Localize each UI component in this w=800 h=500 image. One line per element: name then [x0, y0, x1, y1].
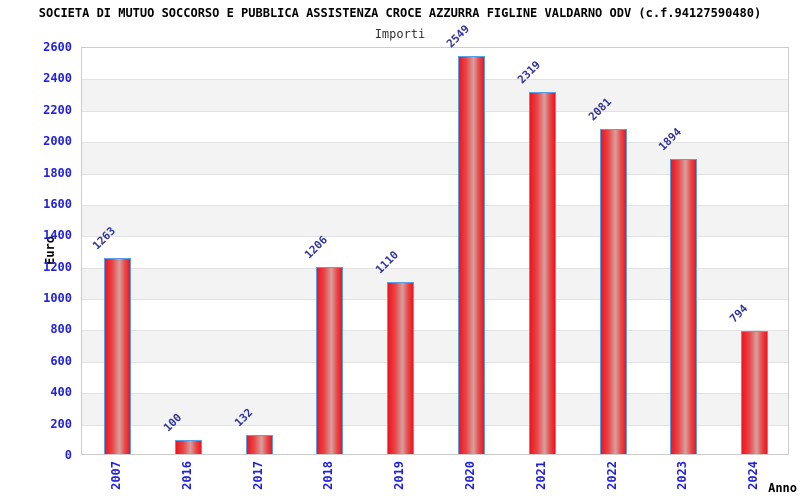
bar-2020: [457, 56, 485, 454]
chart-title: SOCIETA DI MUTUO SOCCORSO E PUBBLICA ASS…: [38, 6, 762, 20]
grid-line: [82, 142, 788, 144]
bar-2019: [387, 281, 415, 454]
grid-line: [82, 110, 788, 112]
x-axis-title: Anno: [768, 481, 797, 495]
grid-line: [82, 204, 788, 206]
bar-2016: [174, 440, 202, 454]
y-tick-1400: 1400: [43, 228, 72, 243]
y-tick-2000: 2000: [43, 134, 72, 149]
y-tick-1200: 1200: [43, 259, 72, 274]
y-tick-1800: 1800: [43, 165, 72, 180]
bar-2007: [103, 257, 131, 454]
grid-line: [82, 393, 788, 395]
x-tick-2018: 2018: [321, 461, 336, 490]
y-tick-800: 800: [50, 322, 72, 337]
x-tick-2024: 2024: [746, 461, 761, 490]
y-tick-2400: 2400: [43, 71, 72, 86]
x-tick-2021: 2021: [533, 461, 548, 490]
grid-line: [82, 424, 788, 426]
y-tick-0: 0: [64, 448, 72, 462]
y-tick-600: 600: [50, 353, 72, 368]
chart-subtitle: Importi: [374, 27, 426, 41]
y-tick-400: 400: [50, 385, 72, 400]
bar-2022: [599, 129, 627, 454]
bar-2018: [316, 266, 344, 454]
bar-2024: [741, 331, 769, 454]
grid-line: [82, 267, 788, 269]
x-tick-2019: 2019: [392, 461, 407, 490]
y-tick-2600: 2600: [43, 40, 72, 54]
grid-line: [82, 330, 788, 332]
grid-band: [82, 48, 788, 79]
bar-2021: [528, 92, 556, 454]
x-tick-2022: 2022: [604, 461, 619, 490]
plot-area: [81, 47, 789, 455]
x-tick-2016: 2016: [179, 461, 194, 490]
grid-band: [82, 79, 788, 111]
y-tick-1600: 1600: [43, 196, 72, 211]
x-tick-2023: 2023: [675, 461, 690, 490]
grid-line: [82, 236, 788, 238]
grid-line: [82, 361, 788, 363]
x-tick-2007: 2007: [108, 461, 123, 490]
x-tick-2020: 2020: [462, 461, 477, 490]
x-tick-2017: 2017: [250, 461, 265, 490]
grid-line: [82, 299, 788, 301]
y-tick-200: 200: [50, 416, 72, 431]
grid-line: [82, 79, 788, 81]
y-tick-1000: 1000: [43, 291, 72, 306]
grid-line: [82, 173, 788, 175]
bar-2017: [245, 435, 273, 454]
bar-2023: [670, 158, 698, 454]
y-tick-2200: 2200: [43, 102, 72, 117]
